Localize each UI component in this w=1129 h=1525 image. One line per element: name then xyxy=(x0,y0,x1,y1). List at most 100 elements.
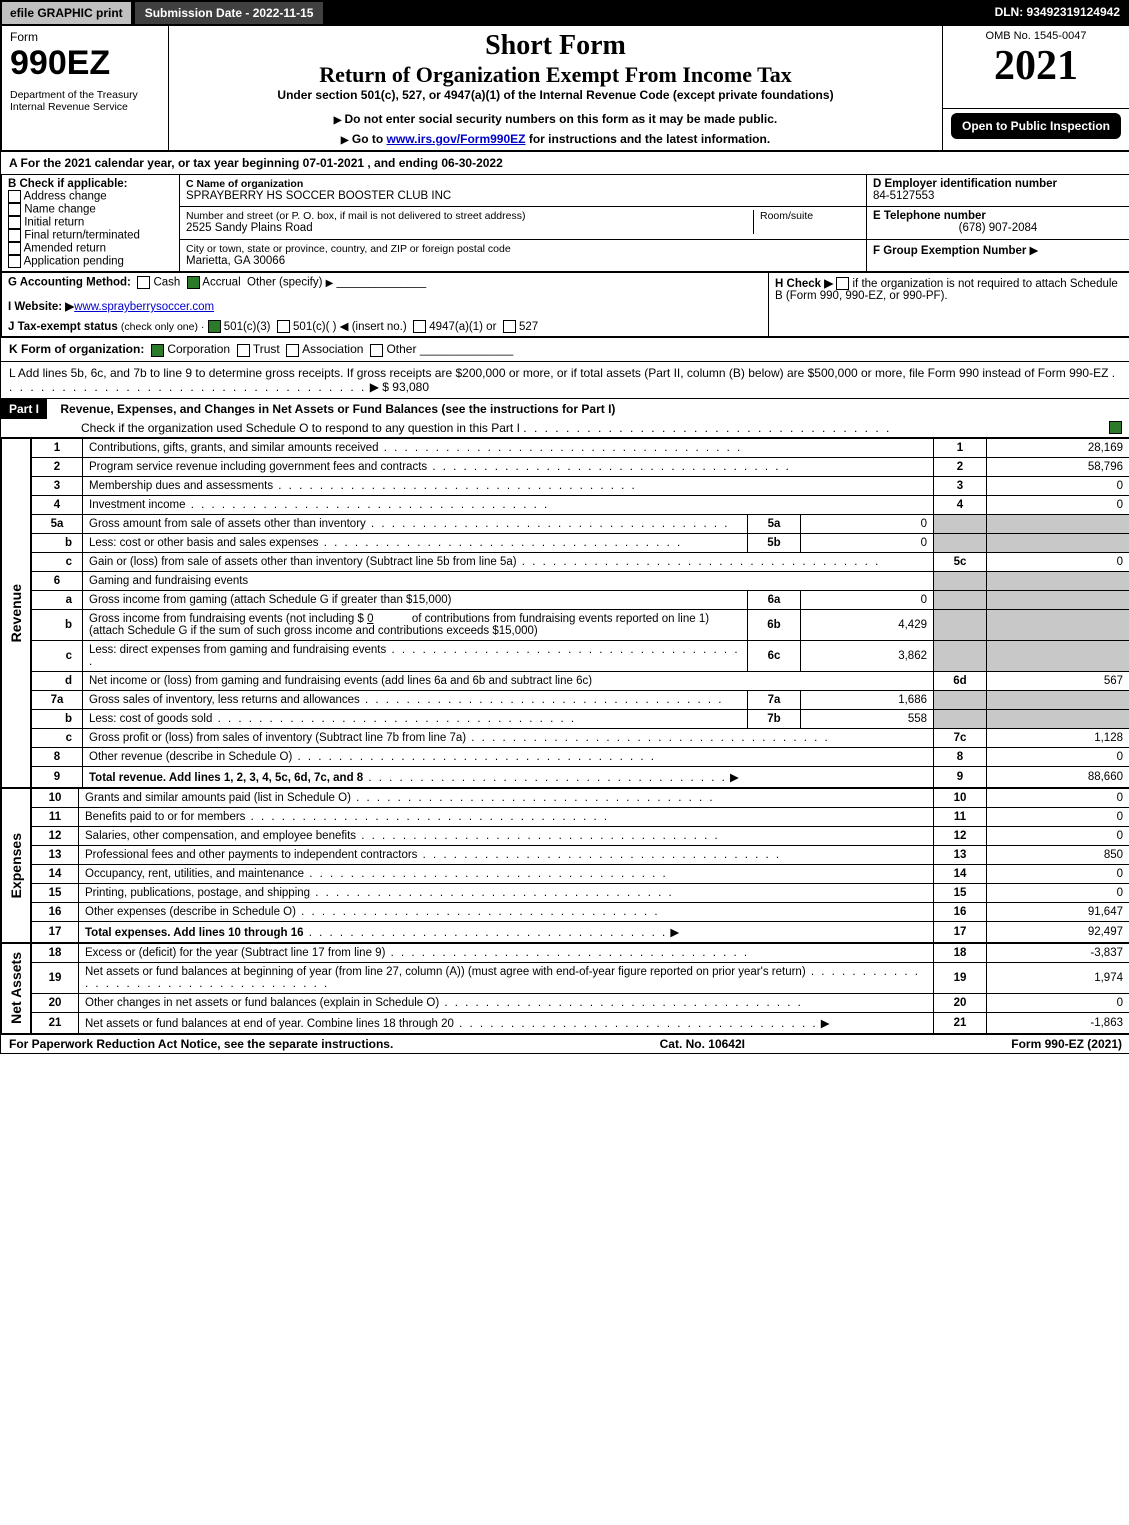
accounting-method-label: G Accounting Method: xyxy=(8,277,131,289)
netassets-body: Net Assets 18Excess or (deficit) for the… xyxy=(1,943,1129,1034)
phone-label: E Telephone number xyxy=(873,210,1123,222)
subtitle-1: Under section 501(c), 527, or 4947(a)(1)… xyxy=(177,88,934,102)
tax-exempt-label: J Tax-exempt status xyxy=(8,321,118,333)
line-14: 14Occupancy, rent, utilities, and mainte… xyxy=(32,864,1129,883)
tax-year: 2021 xyxy=(951,42,1121,90)
h-checkbox[interactable] xyxy=(836,277,849,290)
form-label: Form xyxy=(10,30,160,44)
subtitle-2: Do not enter social security numbers on … xyxy=(177,112,934,126)
line-18: 18Excess or (deficit) for the year (Subt… xyxy=(32,943,1129,962)
paperwork-notice: For Paperwork Reduction Act Notice, see … xyxy=(9,1037,393,1051)
line-6: 6Gaming and fundraising events xyxy=(32,571,1129,590)
netassets-lines: 18Excess or (deficit) for the year (Subt… xyxy=(31,943,1129,1034)
final-return-checkbox[interactable] xyxy=(8,229,21,242)
line-15: 15Printing, publications, postage, and s… xyxy=(32,883,1129,902)
line-4: 4Investment income40 xyxy=(32,495,1129,514)
revenue-lines: 1Contributions, gifts, grants, and simil… xyxy=(31,438,1129,788)
netassets-section-label: Net Assets xyxy=(8,952,24,1024)
phone-value: (678) 907-2084 xyxy=(873,222,1123,234)
line-2: 2Program service revenue including gover… xyxy=(32,457,1129,476)
line-6b: bGross income from fundraising events (n… xyxy=(32,609,1129,640)
dln: DLN: 93492319124942 xyxy=(985,1,1129,25)
page-footer: For Paperwork Reduction Act Notice, see … xyxy=(1,1034,1129,1053)
title-short-form: Short Form xyxy=(177,30,934,62)
line-19: 19Net assets or fund balances at beginni… xyxy=(32,962,1129,993)
line-1: 1Contributions, gifts, grants, and simil… xyxy=(32,438,1129,457)
arrow-icon: ▶ xyxy=(1030,245,1039,257)
arrow-icon xyxy=(326,277,334,289)
g-h-block: G Accounting Method: Cash Accrual Other … xyxy=(1,272,1129,337)
city-label: City or town, state or province, country… xyxy=(186,243,860,255)
cash-checkbox[interactable] xyxy=(137,276,150,289)
corporation-checkbox[interactable] xyxy=(151,344,164,357)
line-6a: aGross income from gaming (attach Schedu… xyxy=(32,590,1129,609)
line-K: K Form of organization: Corporation Trus… xyxy=(1,337,1129,360)
other-checkbox[interactable] xyxy=(370,344,383,357)
h-label: H Check ▶ xyxy=(775,278,833,290)
line-11: 11Benefits paid to or for members110 xyxy=(32,807,1129,826)
expenses-lines: 10Grants and similar amounts paid (list … xyxy=(31,788,1129,943)
top-bar: efile GRAPHIC print Submission Date - 20… xyxy=(1,1,1129,25)
line-21: 21Net assets or fund balances at end of … xyxy=(32,1012,1129,1033)
expenses-body: Expenses 10Grants and similar amounts pa… xyxy=(1,788,1129,943)
page: efile GRAPHIC print Submission Date - 20… xyxy=(0,0,1129,1054)
association-checkbox[interactable] xyxy=(286,344,299,357)
website-link[interactable]: www.sprayberrysoccer.com xyxy=(74,301,214,313)
527-checkbox[interactable] xyxy=(503,320,516,333)
501c3-checkbox[interactable] xyxy=(208,320,221,333)
gross-receipts: $ 93,080 xyxy=(382,380,429,394)
line-12: 12Salaries, other compensation, and empl… xyxy=(32,826,1129,845)
501c-checkbox[interactable] xyxy=(277,320,290,333)
city-value: Marietta, GA 30066 xyxy=(186,255,860,267)
omb-number: OMB No. 1545-0047 xyxy=(951,30,1121,42)
form-ref: Form 990-EZ (2021) xyxy=(1011,1037,1122,1051)
subtitle-3: Go to www.irs.gov/Form990EZ for instruct… xyxy=(177,132,934,146)
application-pending-checkbox[interactable] xyxy=(8,255,21,268)
line-7a: 7aGross sales of inventory, less returns… xyxy=(32,690,1129,709)
accrual-checkbox[interactable] xyxy=(187,276,200,289)
check-applicable-label: B Check if applicable: xyxy=(8,178,173,190)
part1-label: Part I xyxy=(1,399,47,419)
revenue-section-label: Revenue xyxy=(1,438,31,788)
line-7b: bLess: cost of goods sold7b558 xyxy=(32,709,1129,728)
line-L: L Add lines 5b, 6c, and 7b to line 9 to … xyxy=(1,361,1129,398)
form-header: Form 990EZ Department of the Treasury In… xyxy=(1,25,1129,151)
title-return: Return of Organization Exempt From Incom… xyxy=(177,62,934,88)
org-name-label: C Name of organization xyxy=(186,178,860,190)
amended-return-checkbox[interactable] xyxy=(8,242,21,255)
trust-checkbox[interactable] xyxy=(237,344,250,357)
line-20: 20Other changes in net assets or fund ba… xyxy=(32,993,1129,1012)
4947-checkbox[interactable] xyxy=(413,320,426,333)
line-5b: bLess: cost or other basis and sales exp… xyxy=(32,533,1129,552)
street-label: Number and street (or P. O. box, if mail… xyxy=(186,210,753,222)
street-value: 2525 Sandy Plains Road xyxy=(186,222,753,234)
part1-body: Revenue 1Contributions, gifts, grants, a… xyxy=(1,438,1129,788)
open-to-public: Open to Public Inspection xyxy=(951,113,1121,139)
room-suite-label: Room/suite xyxy=(760,210,860,222)
line-8: 8Other revenue (describe in Schedule O)8… xyxy=(32,747,1129,766)
initial-return-checkbox[interactable] xyxy=(8,216,21,229)
expenses-section-label: Expenses xyxy=(8,833,24,898)
line-16: 16Other expenses (describe in Schedule O… xyxy=(32,902,1129,921)
line-7c: cGross profit or (loss) from sales of in… xyxy=(32,728,1129,747)
line-10: 10Grants and similar amounts paid (list … xyxy=(32,788,1129,807)
line-9: 9Total revenue. Add lines 1, 2, 3, 4, 5c… xyxy=(32,766,1129,787)
submission-date: Submission Date - 2022-11-15 xyxy=(134,1,325,25)
website-label: I Website: ▶ xyxy=(8,301,74,313)
ein-label: D Employer identification number xyxy=(873,178,1123,190)
efile-print-button[interactable]: efile GRAPHIC print xyxy=(1,1,132,25)
line-5c: cGain or (loss) from sale of assets othe… xyxy=(32,552,1129,571)
department: Department of the Treasury Internal Reve… xyxy=(10,89,160,113)
part1-title: Revenue, Expenses, and Changes in Net As… xyxy=(50,402,615,416)
schedule-o-checkbox[interactable] xyxy=(1109,421,1122,434)
part1-header: Part I Revenue, Expenses, and Changes in… xyxy=(1,398,1129,438)
ein-value: 84-5127553 xyxy=(873,190,1123,202)
line-13: 13Professional fees and other payments t… xyxy=(32,845,1129,864)
line-6d: dNet income or (loss) from gaming and fu… xyxy=(32,671,1129,690)
header-block: B Check if applicable: Address change Na… xyxy=(1,174,1129,272)
line-17: 17Total expenses. Add lines 10 through 1… xyxy=(32,921,1129,942)
line-5a: 5aGross amount from sale of assets other… xyxy=(32,514,1129,533)
irs-link[interactable]: www.irs.gov/Form990EZ xyxy=(387,132,526,146)
address-change-checkbox[interactable] xyxy=(8,190,21,203)
name-change-checkbox[interactable] xyxy=(8,203,21,216)
